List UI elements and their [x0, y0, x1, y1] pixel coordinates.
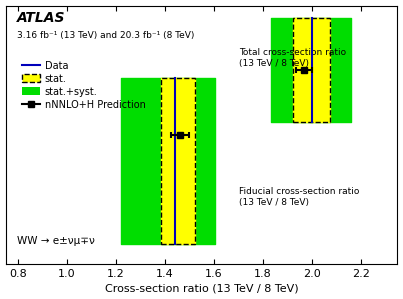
X-axis label: Cross-section ratio (13 TeV / 8 TeV): Cross-section ratio (13 TeV / 8 TeV)	[105, 283, 298, 293]
Text: WW → e±νμ∓ν: WW → e±νμ∓ν	[17, 236, 95, 246]
Bar	[293, 19, 330, 122]
Bar	[161, 78, 195, 244]
Text: 3.16 fb⁻¹ (13 TeV) and 20.3 fb⁻¹ (8 TeV): 3.16 fb⁻¹ (13 TeV) and 20.3 fb⁻¹ (8 TeV)	[17, 31, 195, 40]
Text: ATLAS: ATLAS	[17, 11, 66, 25]
Legend: Data, stat., stat.+syst., nNNLO+H Prediction: Data, stat., stat.+syst., nNNLO+H Predic…	[18, 57, 149, 114]
Text: Fiducial cross-section ratio
(13 TeV / 8 TeV): Fiducial cross-section ratio (13 TeV / 8…	[239, 187, 359, 208]
Text: Total cross-section ratio
(13 TeV / 8 TeV): Total cross-section ratio (13 TeV / 8 Te…	[239, 48, 346, 68]
